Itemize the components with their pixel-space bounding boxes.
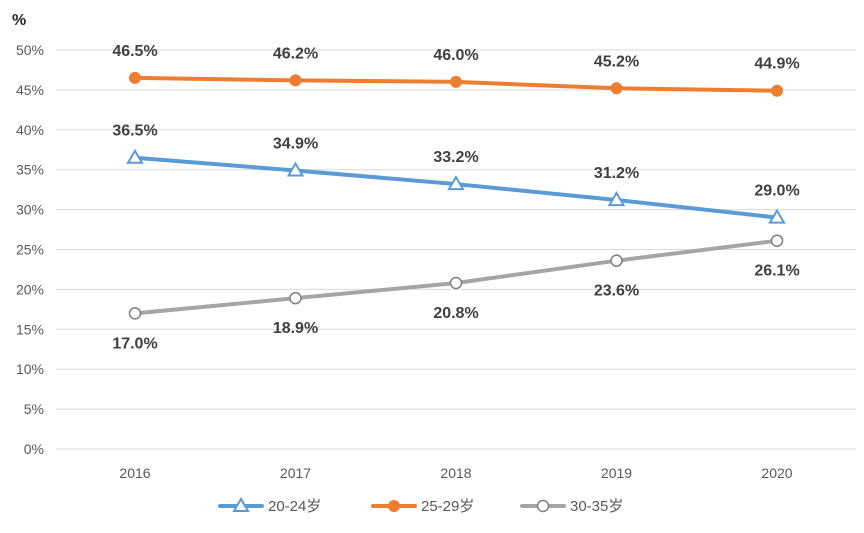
x-tick-label: 2017 bbox=[280, 465, 311, 481]
y-tick-label: 50% bbox=[16, 42, 44, 58]
legend-item-1: 20-24岁 bbox=[218, 497, 321, 515]
y-tick-label: 30% bbox=[16, 202, 44, 218]
data-label: 26.1% bbox=[754, 263, 799, 280]
data-label: 29.0% bbox=[754, 183, 799, 200]
data-label: 44.9% bbox=[754, 56, 799, 73]
data-labels: 36.5% 34.9% 33.2% 31.2% 29.0% 46.5% 46.2% 46.0%… bbox=[112, 43, 799, 352]
y-tick-label: 45% bbox=[16, 82, 44, 98]
data-point-marker bbox=[607, 191, 626, 207]
data-point-marker bbox=[289, 74, 302, 87]
y-tick-label: 0% bbox=[24, 441, 44, 457]
y-tick-label: 15% bbox=[16, 321, 44, 337]
y-tick-label: 20% bbox=[16, 281, 44, 297]
legend: 20-24岁 25-29岁 30-35岁 bbox=[218, 497, 623, 515]
legend-label: 25-29岁 bbox=[421, 498, 474, 515]
data-point-marker bbox=[447, 175, 465, 191]
gridlines bbox=[56, 49, 856, 450]
data-label: 17.0% bbox=[112, 335, 157, 352]
data-point-marker bbox=[129, 71, 141, 84]
data-point-marker bbox=[450, 75, 462, 88]
data-label: 36.5% bbox=[112, 123, 157, 140]
legend-item-2: 25-29岁 bbox=[371, 498, 474, 515]
data-point-marker bbox=[771, 84, 783, 97]
data-point-marker bbox=[768, 208, 786, 224]
legend-marker bbox=[232, 497, 250, 513]
series-lines bbox=[126, 71, 786, 320]
x-tick-label: 2019 bbox=[601, 465, 632, 481]
series-1 bbox=[126, 148, 786, 224]
data-label: 18.9% bbox=[273, 320, 318, 337]
data-label: 46.2% bbox=[273, 45, 318, 62]
y-tick-label: 10% bbox=[16, 361, 44, 377]
y-tick-label: 35% bbox=[16, 162, 44, 178]
legend-marker bbox=[536, 499, 550, 513]
x-tick-label: 2018 bbox=[440, 465, 471, 481]
y-tick-label: 40% bbox=[16, 122, 44, 138]
data-label: 46.5% bbox=[112, 43, 157, 60]
y-tick-label: 25% bbox=[16, 242, 44, 258]
data-point-marker bbox=[610, 254, 623, 267]
y-axis-ticks: 0% 5% 10% 15% 20% 25% 30% 35% 40% 45% 50% bbox=[16, 42, 44, 457]
data-point-marker bbox=[610, 82, 623, 95]
data-label: 46.0% bbox=[433, 47, 478, 64]
x-tick-label: 2020 bbox=[761, 465, 792, 481]
data-label: 20.8% bbox=[433, 305, 478, 322]
data-label: 45.2% bbox=[594, 53, 639, 70]
data-point-marker bbox=[286, 161, 305, 177]
legend-label: 20-24岁 bbox=[268, 498, 321, 515]
series-2 bbox=[129, 71, 783, 97]
data-point-marker bbox=[770, 234, 784, 247]
legend-label: 30-35岁 bbox=[570, 498, 623, 515]
data-point-marker bbox=[449, 276, 463, 290]
data-label: 34.9% bbox=[273, 135, 318, 152]
data-label: 31.2% bbox=[594, 165, 639, 182]
data-point-marker bbox=[289, 291, 302, 305]
legend-marker bbox=[388, 500, 400, 512]
data-label: 23.6% bbox=[594, 283, 639, 300]
x-tick-label: 2016 bbox=[119, 465, 150, 481]
x-axis-ticks: 2016 2017 2018 2019 2020 bbox=[119, 465, 792, 481]
data-point-marker bbox=[128, 307, 142, 320]
legend-item-3: 30-35岁 bbox=[520, 498, 623, 515]
y-tick-label: 5% bbox=[24, 401, 44, 417]
y-axis-unit-label: % bbox=[12, 12, 26, 29]
data-point-marker bbox=[126, 148, 144, 164]
series-3 bbox=[128, 234, 784, 320]
data-label: 33.2% bbox=[433, 149, 478, 166]
